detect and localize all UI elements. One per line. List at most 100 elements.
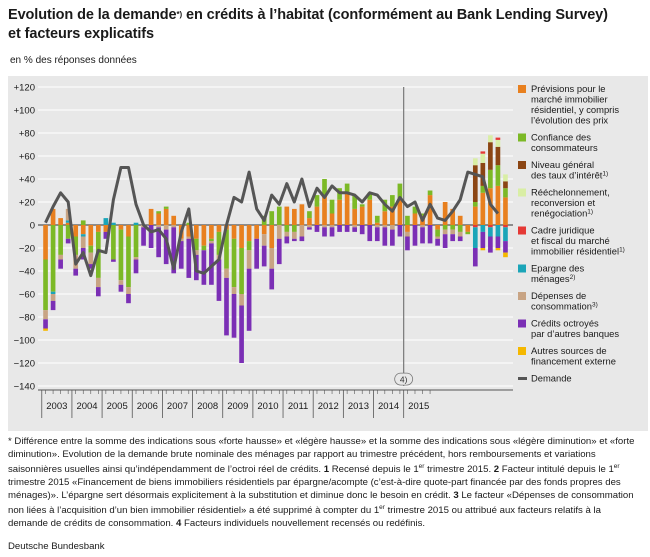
x-tick-label: 2008: [197, 401, 218, 412]
bar-segment: [352, 227, 358, 232]
source-label: Deutsche Bundesbank: [8, 541, 105, 552]
bar-segment: [193, 250, 199, 255]
bar-segment: [344, 183, 350, 193]
y-tick-label: +60: [19, 152, 35, 163]
bar-segment: [382, 227, 388, 246]
bar-segment: [488, 169, 493, 189]
bar-segment: [216, 259, 222, 301]
bar-segment: [111, 225, 116, 260]
title-asterisk: *): [176, 10, 183, 19]
bar-segment: [201, 245, 207, 251]
legend-swatch: [518, 161, 526, 169]
legend-label: Epargne des ménages2): [531, 263, 584, 285]
bar-segment: [307, 211, 312, 219]
bar-segment: [201, 250, 207, 285]
legend-footnote-ref: 1): [587, 209, 593, 216]
chart-subtitle: en % des réponses données: [10, 55, 137, 66]
bar-segment: [133, 259, 139, 274]
y-tick-label: −140: [14, 382, 35, 393]
bar-segment: [246, 250, 252, 269]
bar-segment: [292, 208, 297, 225]
bar-segment: [488, 236, 493, 253]
bar-segment: [412, 206, 418, 214]
legend-label-line: marché immobilier: [531, 94, 608, 105]
bar-segment: [374, 222, 380, 225]
bar-segment: [163, 208, 169, 225]
bar-segment: [103, 218, 109, 225]
bar-segment: [442, 229, 448, 235]
bar-segment: [163, 229, 169, 265]
bar-segment: [118, 280, 124, 285]
bar-segment: [503, 225, 508, 228]
legend-label-line: Autres sources de: [531, 345, 607, 356]
footnote-main: * Différence entre la somme des indicati…: [8, 436, 635, 476]
bar-segment: [495, 165, 501, 186]
footnote-num-4: 4: [176, 517, 182, 529]
bar-segment: [322, 179, 327, 196]
legend-label: Rééchelonnement, reconversion et renégocia…: [531, 187, 610, 219]
legend-label-line: résidentiel, y compris: [531, 104, 619, 115]
bar-segment: [329, 227, 335, 237]
legend-swatch: [518, 133, 526, 142]
legend-label-line: Confiance des: [531, 132, 591, 143]
bar-segment: [337, 199, 342, 225]
bar-segment: [126, 287, 131, 294]
bar-segment: [171, 215, 177, 225]
bar-segment: [450, 208, 456, 225]
bar-segment: [329, 199, 335, 214]
bar-segment: [186, 225, 192, 237]
bar-segment: [397, 183, 403, 200]
legend-footnote-ref: 3): [592, 302, 598, 309]
footnote-1b: trimestre 2015.: [424, 464, 492, 476]
bar-segment: [73, 236, 79, 255]
bar-segment: [465, 225, 471, 232]
x-tick-label: 2014: [378, 401, 399, 412]
footnote-sup-er-1: er: [418, 463, 425, 471]
legend-swatch: [518, 319, 526, 328]
x-tick-label: 2015: [408, 401, 429, 412]
bar-segment: [95, 225, 101, 232]
bar-segment: [65, 222, 71, 225]
bar-segment: [472, 248, 478, 267]
bar-segment: [50, 225, 56, 292]
bar-segment: [43, 310, 48, 320]
bar-segment: [126, 225, 131, 237]
bar-segment: [95, 287, 101, 297]
legend-label-line: Demande: [531, 373, 572, 384]
bar-segment: [307, 218, 312, 225]
bar-segment: [254, 238, 259, 269]
bar-segment: [420, 227, 425, 244]
bar-segment: [329, 213, 335, 225]
bar-segment: [390, 195, 395, 207]
bar-segment: [224, 277, 229, 336]
bar-segment: [292, 225, 297, 232]
bar-segment: [276, 206, 282, 225]
bar-segment: [43, 328, 48, 331]
bar-segment: [405, 231, 410, 237]
bar-segment: [231, 225, 237, 239]
legend-swatch: [518, 226, 526, 235]
x-tick-label: 2009: [227, 401, 248, 412]
bar-segment: [261, 234, 267, 246]
bar-segment: [480, 162, 486, 186]
bar-segment: [141, 227, 146, 246]
bar-segment: [254, 225, 259, 239]
bar-segment: [322, 195, 327, 225]
bar-segment: [442, 225, 448, 230]
bar-segment: [276, 225, 282, 239]
x-tick-label: 2010: [257, 401, 278, 412]
bar-segment: [352, 208, 358, 225]
bar-segment: [246, 225, 252, 242]
bar-segment: [472, 225, 478, 228]
bar-segment: [495, 225, 501, 237]
bar-segment: [359, 206, 365, 225]
bar-segment: [246, 241, 252, 251]
bar-segment: [299, 204, 305, 225]
bar-segment: [435, 229, 440, 237]
footnote-num-3: 3: [453, 489, 459, 501]
bar-segment: [457, 231, 463, 237]
bar-segment: [186, 236, 192, 239]
bar-segment: [503, 181, 508, 189]
bar-segment: [216, 231, 222, 255]
bar-segment: [442, 202, 448, 225]
